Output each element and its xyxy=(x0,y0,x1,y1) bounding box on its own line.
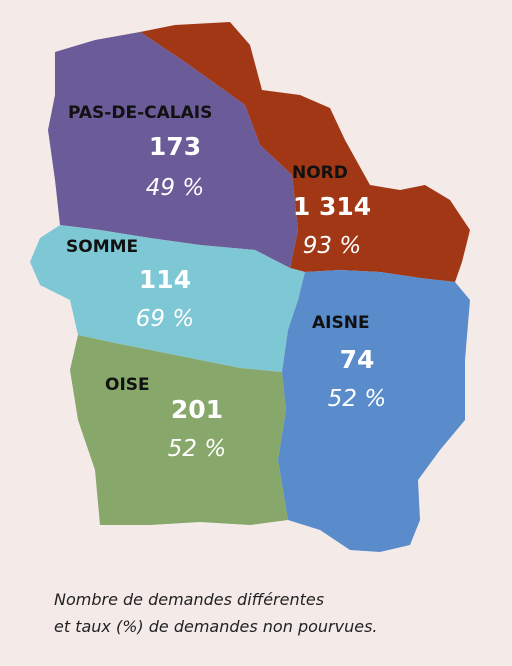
region-count: 201 xyxy=(171,395,223,424)
region-count: 74 xyxy=(340,345,375,374)
region-count: 1 314 xyxy=(293,192,371,221)
labels: PAS-DE-CALAIS 173 49 % NORD 1 314 93 % SOMME11… xyxy=(66,103,386,462)
region-aisne xyxy=(278,270,470,552)
region-count: 173 xyxy=(149,132,201,161)
region-oise xyxy=(70,335,288,525)
region-somme xyxy=(30,225,305,372)
caption-line: Nombre de demandes différentes xyxy=(54,590,324,609)
region-name: OISE xyxy=(105,375,150,395)
region-name: PAS-DE-CALAIS xyxy=(68,103,212,123)
region-rate: 49 % xyxy=(146,175,204,201)
region-nord xyxy=(140,22,470,282)
region-rate: 69 % xyxy=(136,306,194,332)
region-name: SOMME xyxy=(66,237,138,257)
region-rate: 93 % xyxy=(303,233,361,259)
region-pas-de-calais xyxy=(48,32,298,268)
region-count: 114 xyxy=(139,265,191,294)
region-rate: 52 % xyxy=(168,436,226,462)
region-rate: 52 % xyxy=(328,386,386,412)
caption-line: et taux (%) de demandes non pourvues. xyxy=(54,617,377,636)
region-name: AISNE xyxy=(312,313,370,333)
region-name: NORD xyxy=(292,163,348,183)
